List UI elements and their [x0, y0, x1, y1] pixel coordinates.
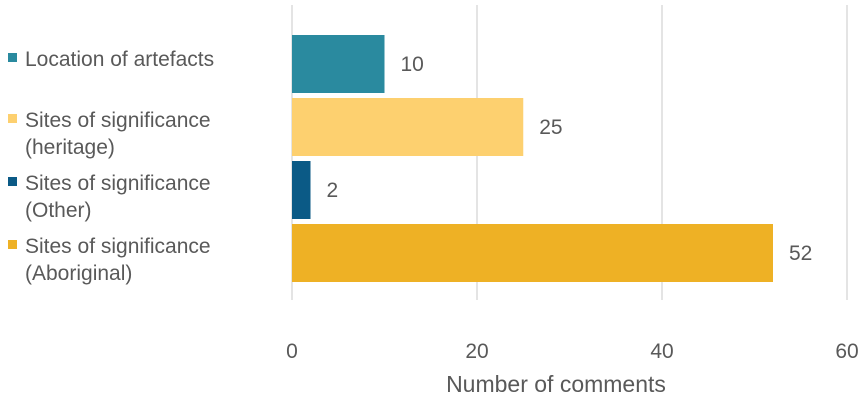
bar: [292, 35, 385, 93]
x-tick-label: 20: [465, 340, 488, 363]
bar: [292, 98, 524, 156]
category-marker: [8, 53, 17, 62]
bars: [292, 35, 773, 282]
category-markers: [8, 53, 17, 249]
category-label: Sites of significance (Other): [25, 172, 211, 222]
category-marker: [8, 114, 17, 123]
category-label: Sites of significance (Aboriginal): [25, 235, 211, 285]
data-label: 52: [789, 242, 812, 265]
x-axis-title: Number of comments: [446, 371, 666, 397]
data-label: 25: [539, 116, 562, 139]
x-tick-label: 40: [650, 340, 673, 363]
data-label: 10: [401, 53, 424, 76]
data-labels: 10 25 2 52: [327, 53, 813, 265]
category-labels: Location of artefacts Sites of significan…: [25, 48, 214, 285]
x-tick-label: 60: [835, 340, 858, 363]
category-marker: [8, 177, 17, 186]
bar: [292, 161, 311, 219]
category-marker: [8, 240, 17, 249]
x-tick-label: 0: [286, 340, 298, 363]
category-label: Location of artefacts: [25, 48, 214, 71]
data-label: 2: [327, 179, 339, 202]
category-label: Sites of significance (heritage): [25, 109, 211, 159]
bar: [292, 224, 773, 282]
x-tick-labels: 0 20 40 60: [286, 340, 859, 363]
